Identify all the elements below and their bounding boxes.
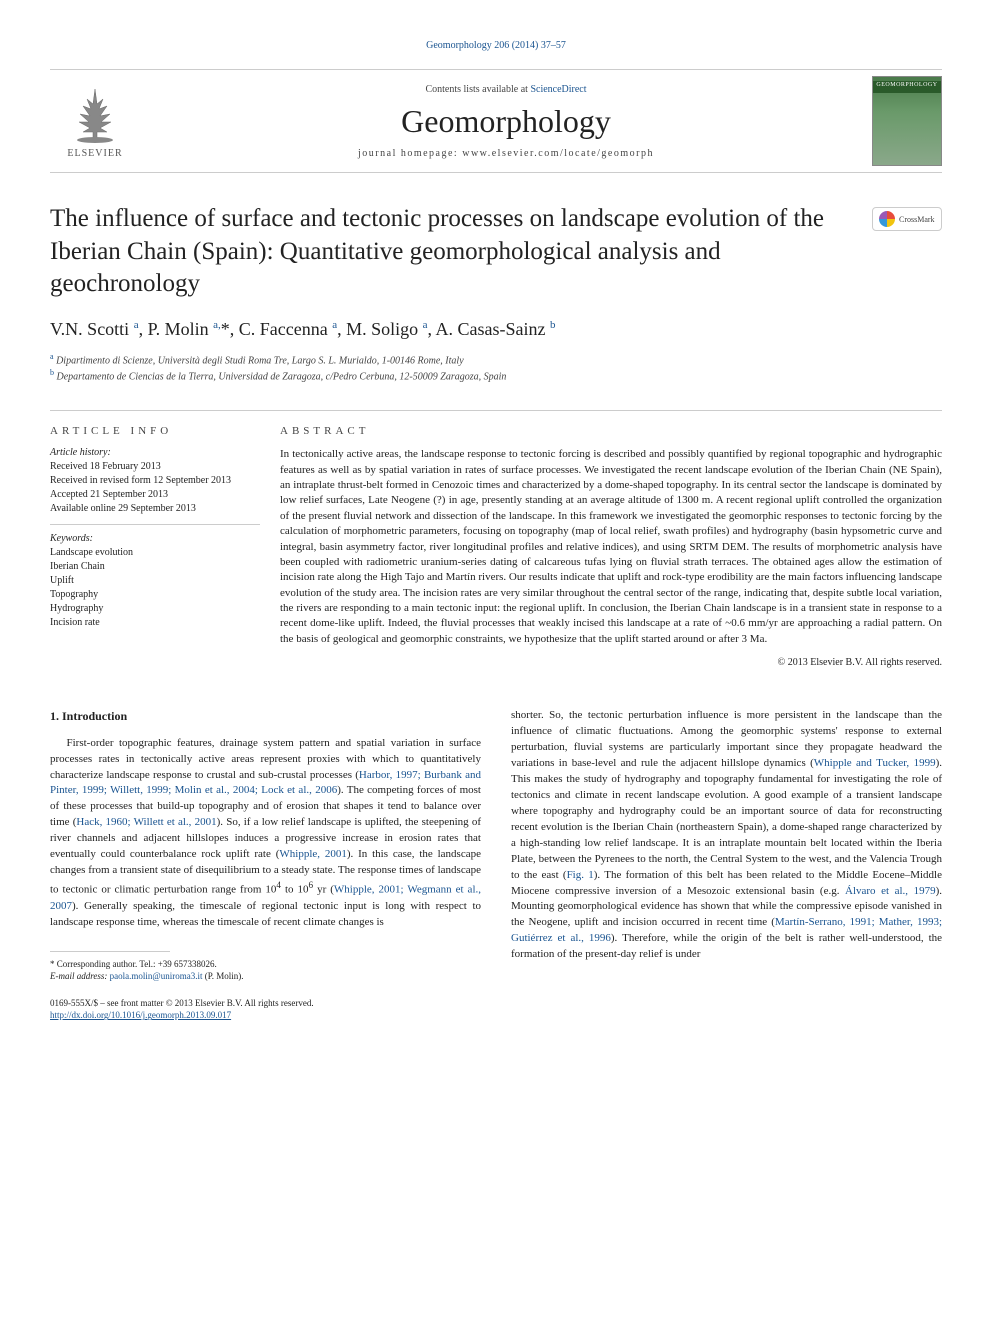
keyword: Topography [50,588,260,602]
journal-cover-thumbnail[interactable]: GEOMORPHOLOGY [872,76,942,166]
affiliations: a Dipartimento di Scienze, Università de… [50,352,942,383]
crossmark-icon [879,211,895,227]
corresponding-author-footnote: * Corresponding author. Tel.: +39 657338… [50,958,481,971]
keyword: Landscape evolution [50,546,260,560]
journal-name: Geomorphology [140,103,872,140]
title-row: The influence of surface and tectonic pr… [50,203,942,301]
keyword: Hydrography [50,602,260,616]
history-line: Available online 29 September 2013 [50,502,260,516]
elsevier-tree-icon [65,84,125,144]
ref-link[interactable]: Whipple, 2001 [279,848,346,860]
bottom-meta: 0169-555X/$ – see front matter © 2013 El… [50,997,481,1022]
issn-line: 0169-555X/$ – see front matter © 2013 El… [50,997,481,1010]
ref-link[interactable]: Whipple and Tucker, 1999 [814,757,936,769]
keywords-heading: Keywords: [50,533,260,544]
crossmark-badge[interactable]: CrossMark [872,207,942,231]
article-history: Article history: Received 18 February 20… [50,447,260,525]
article-info: ARTICLE INFO Article history: Received 1… [50,425,280,668]
history-line: Accepted 21 September 2013 [50,488,260,502]
authors-line: V.N. Scotti a, P. Molin a,*, C. Faccenna… [50,319,942,340]
keyword: Uplift [50,574,260,588]
ref-link[interactable]: Harbor, 1997; Burbank and Pinter, 1999; … [50,769,481,797]
keyword: Iberian Chain [50,560,260,574]
sciencedirect-link[interactable]: ScienceDirect [530,84,586,95]
crossmark-label: CrossMark [899,215,935,224]
journal-header: ELSEVIER Contents lists available at Sci… [50,69,942,173]
article-info-heading: ARTICLE INFO [50,425,260,437]
footnote-separator [50,951,170,952]
abstract-copyright: © 2013 Elsevier B.V. All rights reserved… [280,657,942,668]
elsevier-logo[interactable]: ELSEVIER [50,76,140,166]
body-columns: 1. Introduction First-order topographic … [50,708,942,1022]
abstract-column: ABSTRACT In tectonically active areas, t… [280,425,942,668]
ref-link[interactable]: Álvaro et al., 1979 [845,885,936,897]
email-footnote: E-mail address: paola.molin@uniroma3.it … [50,970,481,983]
homepage-url[interactable]: www.elsevier.com/locate/geomorph [462,148,654,159]
elsevier-label: ELSEVIER [67,148,122,159]
intro-paragraph-1-continued: shorter. So, the tectonic perturbation i… [511,708,942,963]
section-1-heading: 1. Introduction [50,708,481,725]
ref-link[interactable]: Martín-Serrano, 1991; Mather, 1993; Guti… [511,916,942,944]
ref-link[interactable]: Hack, 1960; Willett et al., 2001 [76,816,216,828]
keyword: Incision rate [50,616,260,630]
email-who: (P. Molin). [202,971,243,981]
abstract-heading: ABSTRACT [280,425,942,437]
intro-paragraph-1: First-order topographic features, draina… [50,736,481,931]
history-line: Received 18 February 2013 [50,460,260,474]
column-right: shorter. So, the tectonic perturbation i… [511,708,942,1022]
email-label: E-mail address: [50,971,107,981]
info-abstract-row: ARTICLE INFO Article history: Received 1… [50,410,942,668]
affiliation-line: b Departamento de Ciencias de la Tierra,… [50,368,942,382]
cover-title: GEOMORPHOLOGY [875,82,939,88]
figure-link[interactable]: Fig. 1 [567,869,594,881]
contents-available-line: Contents lists available at ScienceDirec… [140,84,872,95]
journal-homepage-line: journal homepage: www.elsevier.com/locat… [140,148,872,159]
ref-link[interactable]: Whipple, 2001; Wegmann et al., 2007 [50,884,481,912]
abstract-text: In tectonically active areas, the landsc… [280,447,942,647]
history-line: Received in revised form 12 September 20… [50,474,260,488]
column-left: 1. Introduction First-order topographic … [50,708,481,1022]
email-link[interactable]: paola.molin@uniroma3.it [110,971,203,981]
article-title: The influence of surface and tectonic pr… [50,203,860,301]
homepage-prefix: journal homepage: [358,148,462,159]
contents-prefix: Contents lists available at [425,84,530,95]
journal-citation[interactable]: Geomorphology 206 (2014) 37–57 [50,40,942,51]
history-heading: Article history: [50,447,260,458]
affiliation-line: a Dipartimento di Scienze, Università de… [50,352,942,366]
header-center: Contents lists available at ScienceDirec… [140,84,872,159]
doi-link[interactable]: http://dx.doi.org/10.1016/j.geomorph.201… [50,1010,231,1020]
